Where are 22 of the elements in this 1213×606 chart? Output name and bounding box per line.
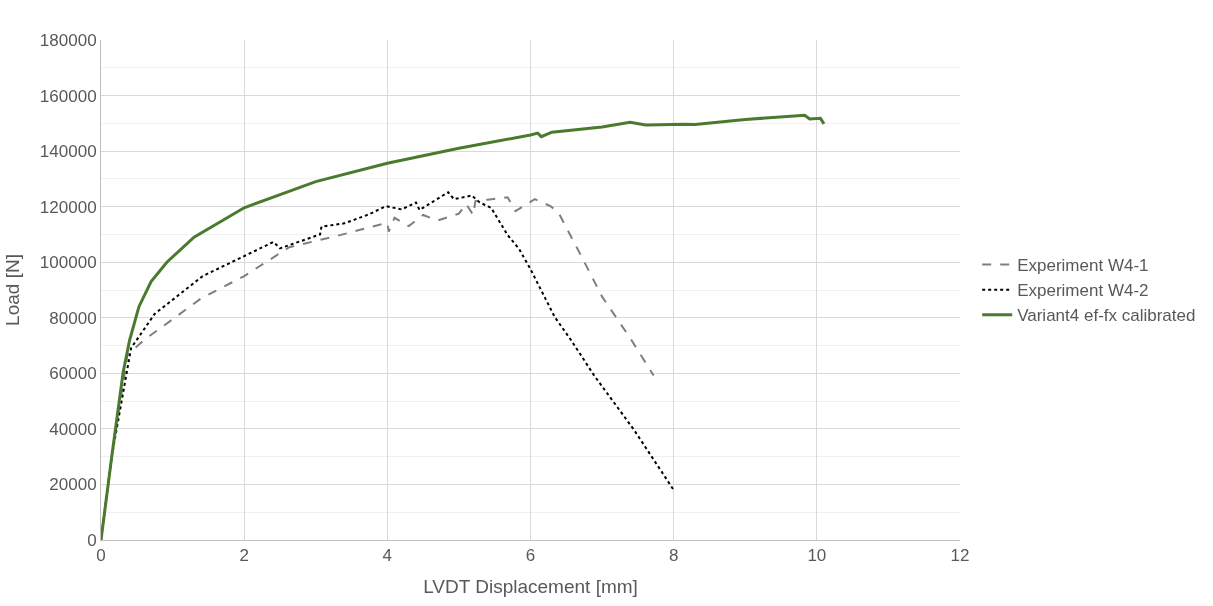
y-tick-label: 100000	[39, 253, 97, 273]
x-tick-label: 4	[382, 546, 393, 566]
y-tick-label: 80000	[49, 308, 97, 328]
x-tick-label: 12	[950, 546, 970, 566]
y-tick-label: 120000	[39, 197, 97, 217]
y-tick-label: 180000	[39, 30, 97, 50]
x-tick-label: 10	[807, 546, 827, 566]
x-tick-label: 8	[668, 546, 679, 566]
y-tick-label: 20000	[49, 475, 97, 495]
x-tick-label: 6	[525, 546, 536, 566]
legend-label: Experiment W4-2	[1017, 281, 1149, 301]
y-tick-label: 0	[87, 530, 97, 550]
x-axis-title: LVDT Displacement [mm]	[423, 576, 638, 598]
y-tick-label: 40000	[49, 419, 97, 439]
x-tick-label: 2	[239, 546, 249, 566]
legend-label: Experiment W4-1	[1017, 256, 1149, 276]
y-tick-label: 160000	[39, 86, 97, 106]
y-tick-label: 140000	[39, 142, 97, 162]
y-axis-title: Load [N]	[1, 254, 23, 326]
y-tick-label: 60000	[49, 364, 97, 384]
legend-label: Variant4 ef-fx calibrated	[1017, 306, 1196, 326]
line-series	[101, 113, 826, 540]
